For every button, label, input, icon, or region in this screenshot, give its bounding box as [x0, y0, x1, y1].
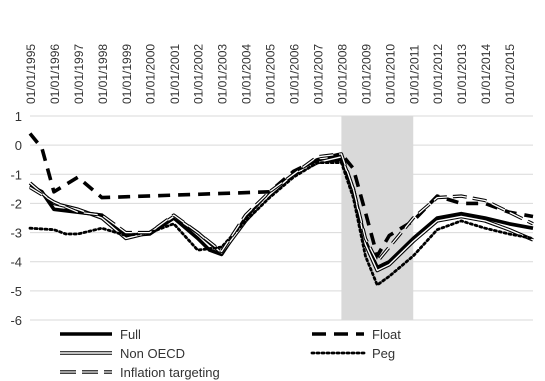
y-tick-label: -3 [10, 226, 22, 241]
legend-item-peg: Peg [310, 346, 395, 361]
y-tick-label: 1 [15, 109, 22, 124]
x-tick-label: 01/01/2015 [503, 44, 517, 104]
x-tick-label: 01/01/2010 [383, 44, 397, 104]
y-tick-label-layer: 1 0 -1 -2 -3 -4 -5 -6 [10, 109, 22, 328]
legend-item-full: Full [60, 327, 141, 342]
legend-item-inflation-targeting: Inflation targeting [60, 365, 220, 380]
legend-label: Full [120, 327, 141, 342]
x-tick-label: 01/01/1998 [96, 44, 110, 104]
shaded-recession-band [341, 116, 414, 320]
y-tick-label: -2 [10, 196, 22, 211]
series-line [28, 161, 535, 287]
x-tick-label: 01/01/2001 [168, 44, 182, 104]
x-tick-label: 01/01/2012 [431, 44, 445, 104]
x-tick-label: 01/01/1999 [120, 44, 134, 104]
x-tick-label: 01/01/2011 [407, 45, 421, 104]
x-tick-label: 01/01/2009 [359, 44, 373, 104]
series-peg [28, 161, 535, 287]
x-tick-label: 01/01/2007 [311, 44, 325, 104]
legend-label: Non OECD [120, 346, 185, 361]
legend-label: Float [372, 327, 401, 342]
shaded-region-layer [341, 116, 414, 320]
gridline-layer [30, 115, 533, 321]
x-tick-label-layer: 01/01/1995 01/01/1996 01/01/1997 01/01/1998… [24, 44, 517, 104]
x-tick-label: 01/01/2003 [216, 44, 230, 104]
x-tick-label: 01/01/1996 [48, 44, 62, 104]
x-tick-label: 01/01/2008 [335, 44, 349, 104]
x-tick-label: 01/01/2006 [288, 44, 302, 104]
y-tick-label: 0 [15, 138, 22, 153]
legend-item-non-oecd: Non OECD [60, 346, 185, 361]
x-tick-label: 01/01/2005 [264, 44, 278, 104]
y-tick-label: -6 [10, 313, 22, 328]
legend: Full Float Non OECD Peg Inflation targeting [60, 327, 401, 380]
series-line-inner [29, 153, 534, 263]
y-tick-label: -4 [10, 255, 22, 270]
x-tick-label: 01/01/2014 [479, 44, 493, 104]
x-tick-label: 01/01/1995 [24, 44, 38, 104]
legend-label: Peg [372, 346, 395, 361]
series-layer [28, 132, 535, 287]
y-tick-label: -5 [10, 284, 22, 299]
legend-item-float: Float [312, 327, 401, 342]
y-tick-label: -1 [10, 167, 22, 182]
series-inflation-targeting [29, 152, 534, 264]
x-tick-label: 01/01/2002 [192, 44, 206, 104]
legend-label: Inflation targeting [120, 365, 220, 380]
x-tick-label: 01/01/2000 [144, 44, 158, 104]
x-tick-label: 01/01/2004 [240, 44, 254, 104]
x-tick-label: 01/01/2013 [455, 44, 469, 104]
x-tick-label: 01/01/1997 [72, 44, 86, 104]
